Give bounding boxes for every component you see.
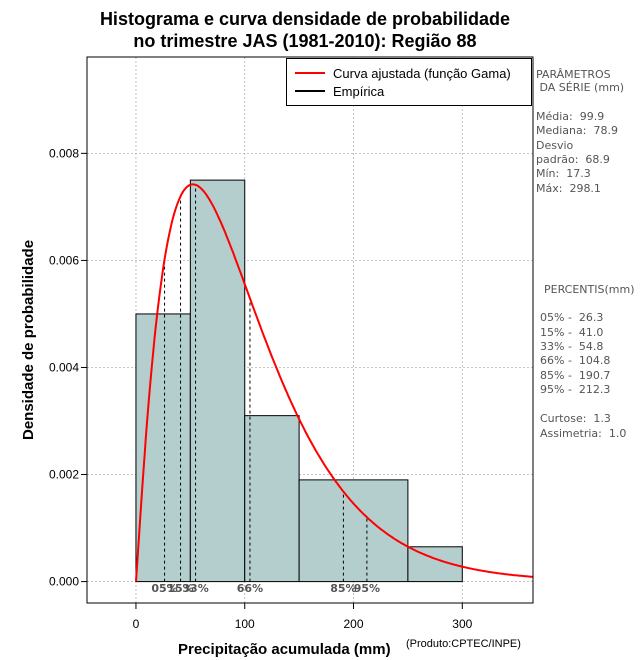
param-desvio-1: Desvio: [536, 139, 574, 152]
param-media: Média: 99.9: [536, 110, 605, 123]
histogram-bar-2: [189, 179, 246, 583]
y-axis-label: Densidade de probabilidade: [20, 239, 37, 440]
y-tick-label: 0.004: [49, 360, 79, 374]
percentile-66: 66% - 104.8: [540, 354, 611, 367]
percentile-85: 85% - 190.7: [540, 369, 611, 382]
x-tick-label: 200: [343, 617, 363, 631]
gamma-curve-group: [135, 183, 534, 582]
histogram-bar-3: [244, 415, 300, 583]
y-axis: 0.000 0.002 0.004 0.006 0.008: [49, 146, 87, 589]
percentile-labels: 05%15%33% 66% 85%95%: [151, 582, 380, 595]
percentile-label-33: 33%: [182, 582, 208, 595]
legend: Curva ajustada (função Gama) Empírica: [286, 58, 532, 106]
legend-label-empirical: Empírica: [333, 83, 385, 99]
y-tick-label: 0.002: [49, 468, 79, 482]
percentile-label-85: 85%: [330, 582, 356, 595]
percentile-95: 95% - 212.3: [540, 383, 611, 396]
percentile-label-95: 95%: [354, 582, 380, 595]
percentis-header: PERCENTIS(mm): [544, 283, 635, 296]
params-header-2: DA SÉRIE (mm): [536, 81, 625, 94]
percentile-label-15: 15%: [167, 582, 193, 595]
percentile-15: 15% - 41.0: [540, 326, 604, 339]
chart-title-line2: no trimestre JAS (1981-2010): Região 88: [133, 31, 477, 51]
histogram-bar-1: [135, 313, 191, 583]
percentile-label-66: 66%: [237, 582, 263, 595]
histogram-bar-4: [298, 479, 409, 583]
legend-item-fitted: Curva ajustada (função Gama): [295, 65, 511, 81]
x-tick-label: 100: [235, 617, 255, 631]
param-max: Máx: 298.1: [536, 182, 601, 195]
y-tick-label: 0.006: [49, 253, 79, 267]
percentile-33: 33% - 54.8: [540, 340, 604, 353]
y-tick-label: 0.000: [49, 575, 79, 589]
legend-label-fitted: Curva ajustada (função Gama): [333, 65, 511, 81]
legend-item-empirical: Empírica: [295, 83, 384, 99]
chart-title-line1: Histograma e curva densidade de probabil…: [99, 9, 511, 29]
param-mediana: Mediana: 78.9: [536, 124, 618, 137]
gamma-curve: [135, 183, 534, 582]
legend-swatch-empirical: [295, 90, 325, 92]
x-tick-label: 0: [133, 617, 140, 631]
param-desvio-2: padrão: 68.9: [536, 153, 610, 166]
histogram-bars: [135, 179, 463, 583]
x-axis: 0 100 200 300: [133, 603, 473, 631]
param-min: Mín: 17.3: [536, 167, 591, 180]
x-axis-label: Precipitação acumulada (mm): [178, 641, 391, 658]
x-tick-label: 300: [452, 617, 472, 631]
percentile-lines: [164, 184, 368, 582]
stat-curtose: Curtose: 1.3: [540, 412, 611, 425]
y-tick-label: 0.008: [49, 146, 79, 160]
credit-label: (Produto:CPTEC/INPE): [406, 638, 521, 650]
stat-assimetria: Assimetria: 1.0: [540, 427, 627, 440]
percentile-label-05: 05%: [151, 582, 177, 595]
percentile-05: 05% - 26.3: [540, 311, 604, 324]
legend-swatch-fitted: [295, 72, 325, 74]
params-header-1: PARÂMETROS: [536, 68, 611, 81]
plot-frame: [86, 56, 534, 604]
